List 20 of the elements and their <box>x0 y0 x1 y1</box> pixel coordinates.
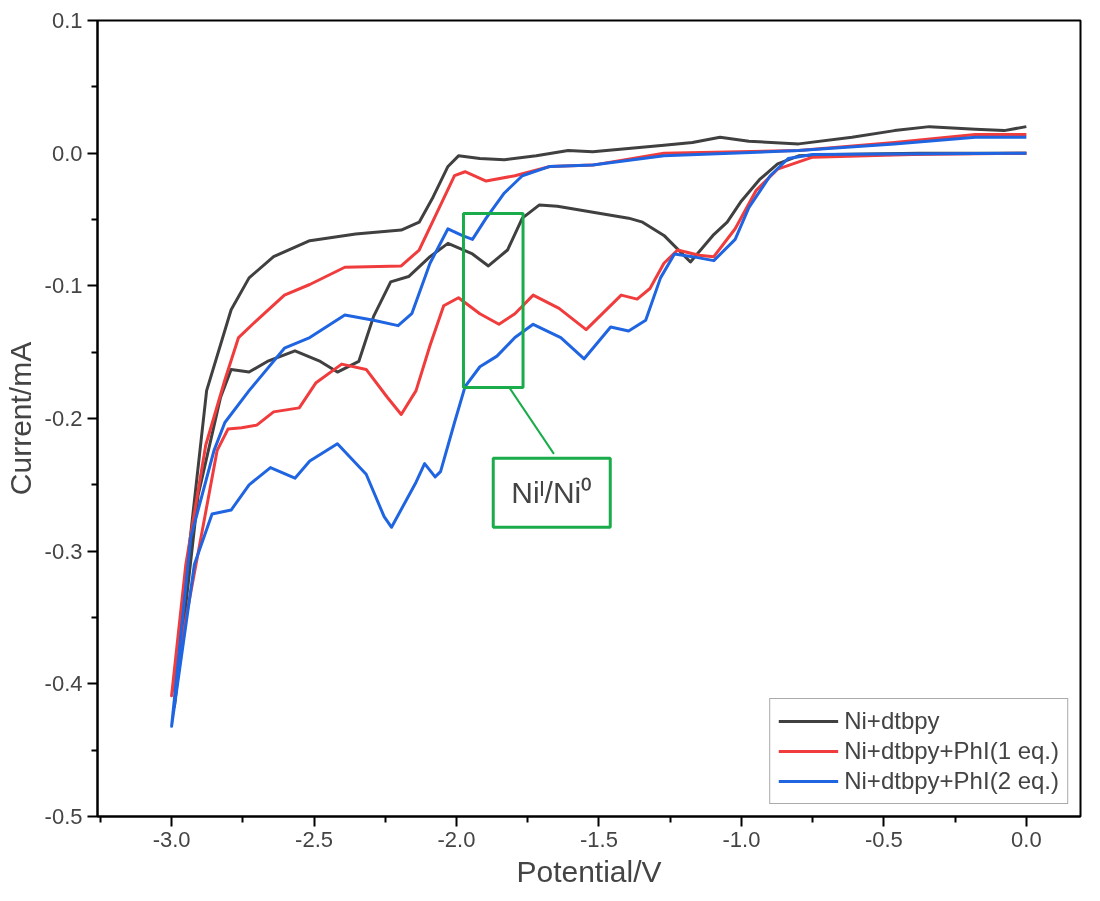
y-tick-label: 0.1 <box>51 8 83 33</box>
annotation: Niᴵ/Ni⁰ <box>511 476 593 510</box>
y-tick-label: -0.5 <box>44 804 83 829</box>
legend-label: Ni+dtbpy <box>844 707 940 735</box>
x-tick-label: -3.0 <box>152 826 191 852</box>
x-tick-label: -1.5 <box>580 826 618 852</box>
x-tick-label: -2.0 <box>437 826 476 852</box>
y-axis-title: Current/mA <box>3 341 37 496</box>
x-axis-title: Potential/V <box>516 854 662 888</box>
x-tick-label: 0.0 <box>1011 826 1042 852</box>
y-tick-label: 0.0 <box>51 140 83 166</box>
x-tick-label: -2.5 <box>295 826 334 852</box>
x-tick-label: -1.0 <box>722 826 761 852</box>
y-tick-label: -0.2 <box>44 406 83 431</box>
x-tick-label: -0.5 <box>864 826 903 852</box>
y-tick-label: -0.3 <box>44 538 83 564</box>
y-tick-label: -0.4 <box>44 671 83 697</box>
y-tick-label: -0.1 <box>44 273 83 299</box>
legend-label: Ni+dtbpy+PhI(2 eq.) <box>844 767 1059 795</box>
legend-label: Ni+dtbpy+PhI(1 eq.) <box>844 737 1059 765</box>
